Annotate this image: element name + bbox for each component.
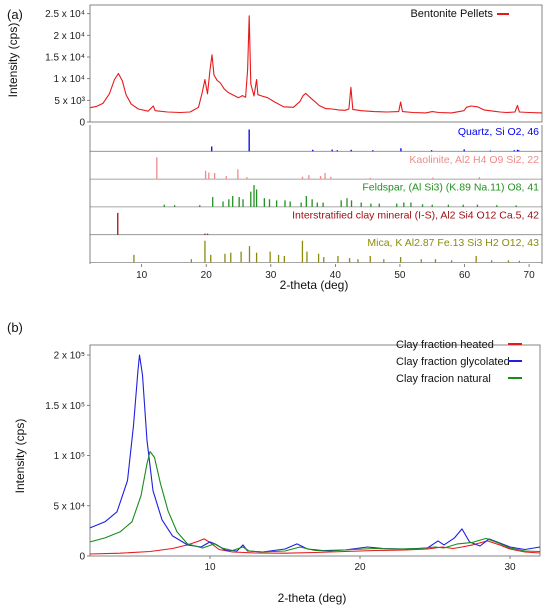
panel-b-label: (b) bbox=[7, 320, 23, 335]
x-tick-label: 50 bbox=[394, 270, 406, 281]
panel-a-y-ticks: 0 5 x 10³ 1 x 10⁴ 1.5 x 10⁴ 2 x 10⁴ 2.5 x 10⁴ bbox=[45, 9, 90, 129]
series-line-bentonite-pellets bbox=[89, 15, 543, 114]
x-tick-label: 60 bbox=[459, 270, 471, 281]
panel-b-clay-fraction-chart: (b) Intensity (cps) 2-theta (deg) 0 5 x 1… bbox=[7, 320, 541, 605]
y-tick-label: 5 x 10³ bbox=[54, 96, 85, 107]
panel-b-y-axis-title: Intensity (cps) bbox=[13, 419, 27, 494]
legend-label-bentonite-pellets: Bentonite Pellets bbox=[410, 8, 493, 20]
legend-label-clay-fraction-natural: Clay fracion natural bbox=[396, 373, 491, 385]
panel-b-series bbox=[89, 354, 541, 555]
y-tick-label: 0 bbox=[79, 118, 85, 129]
phase-label-kaolinite: Kaolinite, Al2 H4 O9 Si2, 22 bbox=[409, 154, 539, 166]
x-tick-label: 20 bbox=[354, 562, 366, 573]
panel-a-y-axis-title: Intensity (cps) bbox=[6, 23, 20, 98]
panel-a-plot-frame bbox=[89, 4, 543, 123]
x-tick-label: 20 bbox=[201, 270, 213, 281]
x-tick-label: 10 bbox=[136, 270, 148, 281]
panel-b-legend: Clay fraction heated Clay fraction glyco… bbox=[396, 339, 522, 385]
legend-label-clay-fraction-heated: Clay fraction heated bbox=[396, 339, 494, 351]
y-tick-label: 2.5 x 10⁴ bbox=[45, 9, 85, 20]
plot-area-border bbox=[89, 4, 543, 123]
x-tick-label: 40 bbox=[330, 270, 342, 281]
panel-a-xrd-chart: (a) Intensity (cps) 2-theta (deg) 0 5 x 1… bbox=[6, 4, 543, 292]
phase-label-mica: Mica, K Al2.87 Fe.13 Si3 H2 O12, 43 bbox=[367, 237, 539, 249]
legend-label-clay-fraction-glycolated: Clay fraction glycolated bbox=[396, 356, 510, 368]
x-tick-label: 30 bbox=[265, 270, 277, 281]
panel-b-x-ticks: 10 20 30 bbox=[204, 556, 516, 573]
panel-a-series bbox=[89, 15, 543, 114]
panel-b-plot-frame bbox=[89, 344, 541, 557]
panel-a-label: (a) bbox=[7, 7, 23, 22]
series-line-clay-fraction-heated bbox=[89, 538, 541, 555]
phase-label-interstratified-clay-mineral-i-s: Interstratified clay mineral (I-S), Al2 … bbox=[292, 209, 539, 221]
y-tick-label: 5 x 10⁴ bbox=[53, 501, 85, 512]
plot-area-border bbox=[89, 344, 541, 557]
y-tick-label: 1 x 10⁴ bbox=[53, 74, 85, 85]
panel-b-x-axis-title: 2-theta (deg) bbox=[278, 591, 347, 605]
y-tick-label: 1.5 x 10⁵ bbox=[45, 401, 85, 412]
panel-b-y-ticks: 0 5 x 10⁴ 1 x 10⁵ 1.5 x 10⁵ 2 x 10⁵ bbox=[45, 351, 90, 563]
y-tick-label: 2 x 10⁴ bbox=[53, 31, 85, 42]
phase-label-feldspar: Feldspar, (Al Si3) (K.89 Na.11) O8, 41 bbox=[362, 182, 539, 194]
phase-label-quartz: Quartz, Si O2, 46 bbox=[458, 126, 539, 138]
x-tick-label: 30 bbox=[504, 562, 516, 573]
panel-a-reference-phases: Quartz, Si O2, 46 Kaolinite, Al2 H4 O9 Si… bbox=[89, 125, 543, 264]
series-line-clay-fracion-natural bbox=[89, 450, 541, 553]
panel-a-x-ticks: 10 20 30 40 50 60 70 bbox=[136, 264, 535, 281]
x-tick-label: 10 bbox=[204, 562, 216, 573]
x-tick-label: 70 bbox=[524, 270, 536, 281]
y-tick-label: 2 x 10⁵ bbox=[54, 351, 85, 362]
panel-a-x-axis-title: 2-theta (deg) bbox=[280, 278, 349, 292]
y-tick-label: 1 x 10⁵ bbox=[54, 451, 85, 462]
y-tick-label: 0 bbox=[79, 552, 85, 563]
panel-a-legend: Bentonite Pellets bbox=[410, 8, 509, 20]
y-tick-label: 1.5 x 10⁴ bbox=[45, 53, 85, 64]
